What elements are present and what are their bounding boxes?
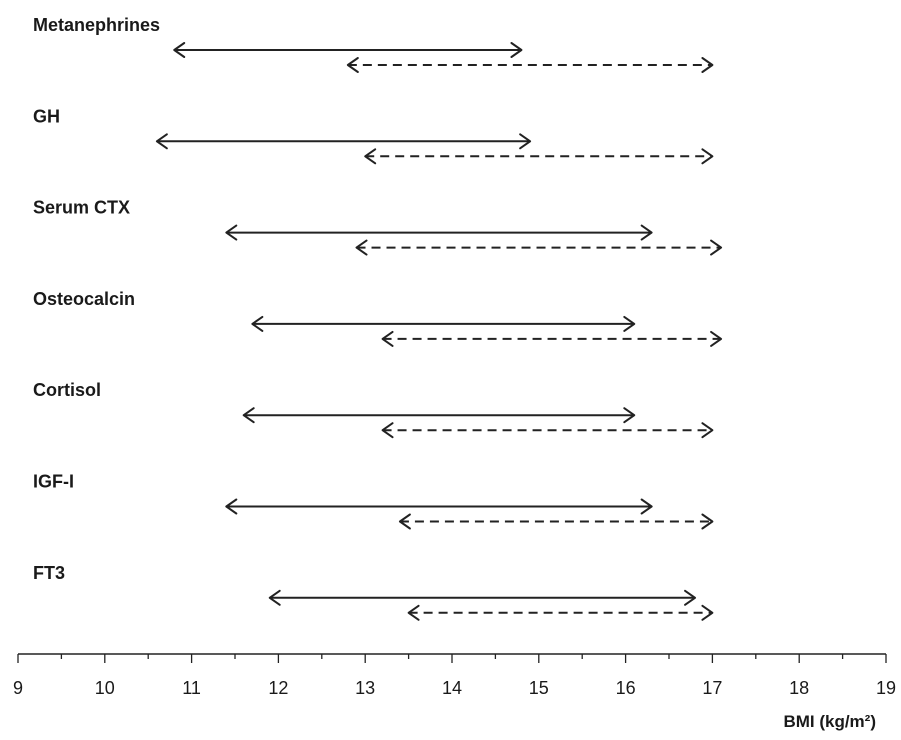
x-tick-label: 10 (95, 678, 115, 698)
solid-range-arrow (251, 315, 636, 332)
solid-range-arrow-left-head (225, 498, 238, 515)
dashed-range-arrow-right-head (710, 330, 723, 347)
solid-range-arrow (225, 498, 653, 515)
solid-range-arrow-left-head (251, 315, 264, 332)
x-tick-label: 11 (182, 678, 201, 698)
solid-range-arrow-right-head (640, 498, 653, 515)
dashed-range-arrow (398, 513, 714, 530)
dashed-range-arrow-left-head (355, 239, 368, 256)
x-tick-label: 17 (702, 678, 722, 698)
row: FT3 (33, 563, 714, 621)
row-label: Cortisol (33, 380, 101, 400)
dashed-range-arrow (346, 57, 714, 73)
row-label: Osteocalcin (33, 289, 135, 309)
solid-range-arrow-left-head (173, 42, 186, 58)
solid-range-arrow-left-head (242, 407, 255, 424)
row-label: Serum CTX (33, 198, 130, 218)
x-tick-label: 19 (876, 678, 896, 698)
dashed-range-arrow-left-head (364, 148, 377, 165)
x-axis-label: BMI (kg/m²) (783, 712, 876, 731)
solid-range-arrow (173, 42, 523, 58)
solid-range-arrow-right-head (684, 589, 697, 606)
row: Osteocalcin (33, 289, 723, 347)
row: Cortisol (33, 380, 714, 439)
x-tick-label: 13 (355, 678, 375, 698)
dashed-range-arrow-right-head (701, 422, 714, 439)
dashed-range-arrow (364, 148, 714, 165)
row-label: Metanephrines (33, 15, 160, 35)
solid-range-arrow-right-head (623, 315, 636, 332)
dashed-range-arrow-right-head (701, 57, 714, 73)
row: Serum CTX (33, 198, 723, 256)
dashed-range-arrow (381, 330, 723, 347)
dashed-range-arrow-left-head (407, 604, 420, 621)
row-label: GH (33, 106, 60, 126)
solid-range-arrow-right-head (640, 224, 653, 241)
dashed-range-arrow-left-head (346, 57, 359, 73)
row-label: IGF-I (33, 472, 74, 492)
dashed-range-arrow (381, 422, 714, 439)
dashed-range-arrow (407, 604, 714, 621)
solid-range-arrow (155, 133, 532, 150)
row: IGF-I (33, 472, 714, 530)
solid-range-arrow-left-head (268, 589, 281, 606)
solid-range-arrow (268, 589, 697, 606)
solid-range-arrow-left-head (225, 224, 238, 241)
dashed-range-arrow-right-head (701, 604, 714, 621)
solid-range-arrow-right-head (519, 133, 532, 150)
dashed-range-arrow-left-head (398, 513, 411, 530)
solid-range-arrow (242, 407, 636, 424)
dashed-range-arrow-left-head (381, 330, 394, 347)
row: GH (33, 106, 714, 165)
row: Metanephrines (33, 15, 714, 73)
x-tick-label: 16 (616, 678, 636, 698)
x-axis: 9 10 11 12 13 14 15 16 17 18 19 (13, 653, 896, 698)
x-tick-label: 15 (529, 678, 549, 698)
solid-range-arrow-left-head (155, 133, 168, 150)
dashed-range-arrow-right-head (701, 513, 714, 530)
rows-layer: Metanephrines GH Serum CTX Osteocalcin Corti… (33, 15, 723, 621)
dashed-range-arrow (355, 239, 723, 256)
dashed-range-arrow-right-head (701, 148, 714, 165)
solid-range-arrow (225, 224, 653, 241)
solid-range-arrow-right-head (510, 42, 523, 58)
x-tick-label: 18 (789, 678, 809, 698)
dashed-range-arrow-right-head (710, 239, 723, 256)
x-tick-label: 14 (442, 678, 462, 698)
row-label: FT3 (33, 563, 65, 583)
solid-range-arrow-right-head (623, 407, 636, 424)
x-tick-label: 9 (13, 678, 23, 698)
x-tick-label: 12 (268, 678, 288, 698)
dashed-range-arrow-left-head (381, 422, 394, 439)
